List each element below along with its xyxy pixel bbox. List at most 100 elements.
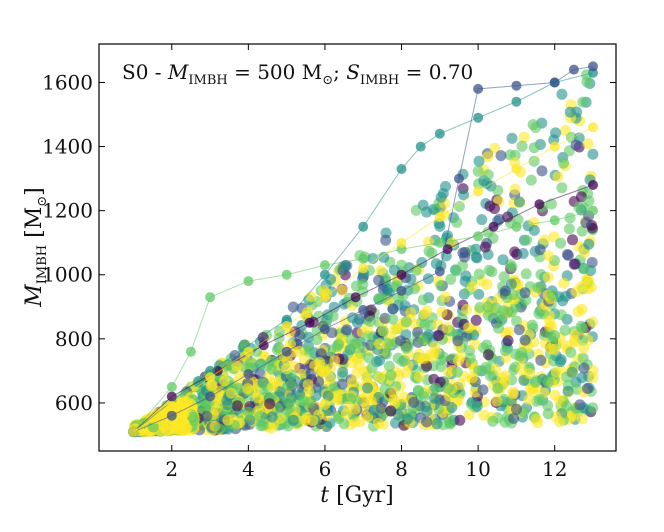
scatter-point (576, 322, 588, 334)
scatter-point (431, 418, 443, 430)
track-point (243, 276, 254, 287)
scatter-point (578, 263, 590, 275)
title-m-symbol: M (167, 60, 189, 84)
scatter-point (231, 360, 243, 372)
scatter-point (428, 392, 440, 404)
scatter-point (417, 335, 429, 347)
scatter-points (128, 69, 599, 438)
y-axis-sun-symbol: ⊙ (35, 196, 50, 207)
x-axis-symbol: t (320, 483, 329, 508)
scatter-point (433, 330, 445, 341)
scatter-point (582, 138, 594, 150)
x-axis-label: t [Gyr] (320, 483, 394, 508)
scatter-point (329, 355, 341, 367)
scatter-point (572, 306, 584, 318)
track-point (434, 237, 445, 248)
scatter-point (478, 409, 490, 421)
scatter-point (319, 399, 331, 411)
scatter-point (587, 316, 598, 328)
scatter-point (567, 234, 578, 246)
scatter-point (509, 183, 521, 195)
scatter-point (535, 354, 547, 366)
track-point (358, 253, 369, 264)
scatter-point (251, 346, 263, 357)
y-axis-label: MIMBH [M⊙] (22, 187, 50, 307)
scatter-point (538, 234, 550, 246)
scatter-point (281, 363, 292, 375)
scatter-point (328, 301, 340, 313)
scatter-point (341, 324, 353, 336)
track-point (281, 321, 292, 331)
scatter-point (517, 248, 529, 259)
scatter-point (518, 131, 530, 143)
scatter-point (548, 343, 560, 355)
scatter-point (473, 268, 485, 280)
scatter-point (453, 201, 465, 212)
scatter-point (450, 265, 462, 277)
scatter-point (385, 369, 397, 381)
scatter-point (569, 336, 581, 348)
scatter-point (257, 420, 269, 431)
scatter-point (516, 140, 528, 152)
scatter-point (266, 381, 278, 393)
scatter-point (508, 412, 520, 424)
scatter-point (471, 400, 483, 412)
scatter-point (554, 356, 566, 368)
scatter-point (409, 283, 420, 295)
title-prefix: S0 - (122, 60, 168, 84)
scatter-point (242, 383, 254, 395)
scatter-point (493, 322, 504, 334)
scatter-point (380, 234, 392, 246)
y-axis-unit-open: [M (22, 207, 47, 245)
scatter-point (470, 314, 482, 326)
scatter-point (419, 319, 431, 330)
scatter-point (570, 139, 582, 151)
scatter-point (466, 281, 478, 293)
scatter-point (352, 353, 363, 364)
scatter-point (555, 309, 567, 321)
scatter-point (305, 368, 317, 380)
scatter-point (530, 413, 542, 425)
scatter-point (218, 375, 230, 387)
track-point (358, 263, 369, 274)
y-axis-subscript: IMBH (35, 245, 50, 284)
scatter-point (546, 321, 558, 332)
scatter-point (587, 364, 599, 376)
scatter-point (507, 388, 519, 400)
scatter-point (225, 387, 237, 399)
track-point (549, 77, 560, 88)
scatter-point (287, 414, 299, 426)
scatter-point (581, 76, 593, 88)
scatter-point (556, 88, 568, 100)
scatter-point (486, 266, 498, 278)
chart-title: S0 - MIMBH = 500 M⊙; SIMBH = 0.70 (122, 60, 473, 88)
track-point (205, 372, 216, 383)
y-tick-label: 600 (55, 391, 93, 415)
scatter-point (377, 325, 389, 337)
scatter-point (564, 106, 576, 118)
scatter-point (372, 417, 384, 429)
scatter-point (231, 400, 243, 412)
track-point (243, 346, 254, 357)
scatter-point (463, 409, 475, 421)
scatter-point (470, 251, 482, 263)
track-line (133, 72, 594, 433)
track-point (166, 381, 177, 392)
scatter-point (297, 395, 309, 407)
track-point (205, 292, 216, 303)
track-point (205, 391, 216, 402)
scatter-point (511, 403, 522, 415)
scatter-point (405, 307, 417, 319)
track-line (133, 210, 594, 433)
scatter-point (364, 316, 376, 327)
scatter-point (516, 363, 527, 375)
scatter-point (441, 322, 453, 334)
scatter-point (222, 399, 234, 411)
scatter-point (350, 368, 362, 379)
scatter-point (560, 290, 572, 302)
scatter-point (497, 254, 509, 266)
scatter-point (434, 220, 446, 232)
scatter-point (526, 319, 538, 331)
scatter-point (400, 342, 412, 354)
scatter-point (439, 291, 451, 303)
